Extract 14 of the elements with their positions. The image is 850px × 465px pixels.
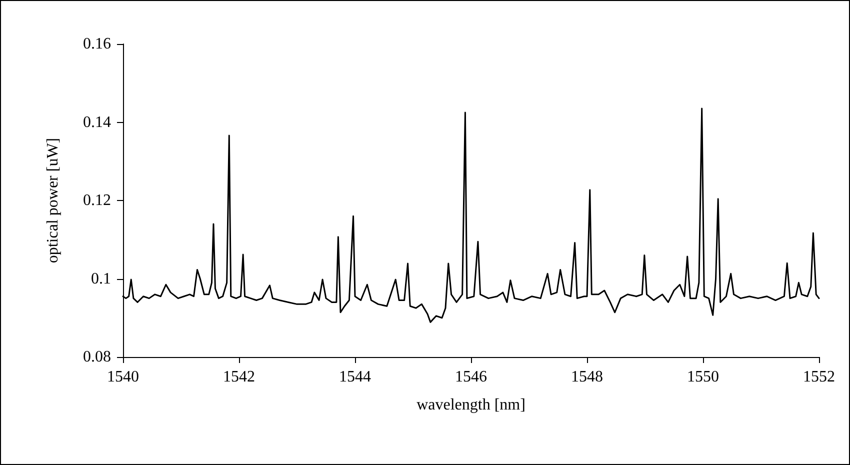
y-axis-title: optical power [uW] [44,138,62,264]
x-tick-label: 1542 [223,368,255,386]
x-tick-label: 1550 [687,368,719,386]
y-tick-label: 0.14 [83,114,111,131]
y-tick-label: 0.1 [91,270,111,288]
x-tick-label: 1544 [339,368,371,386]
y-tick-label: 0.12 [83,192,111,209]
x-tick-label: 1546 [455,368,487,386]
y-tick-label: 0.16 [83,36,111,52]
y-tick-label: 0.08 [83,348,111,366]
x-tick-label: 1540 [107,368,139,386]
x-tick-label: 1552 [803,368,835,386]
x-tick-label: 1548 [571,368,603,386]
x-axis-title: wavelength [nm] [416,396,526,414]
